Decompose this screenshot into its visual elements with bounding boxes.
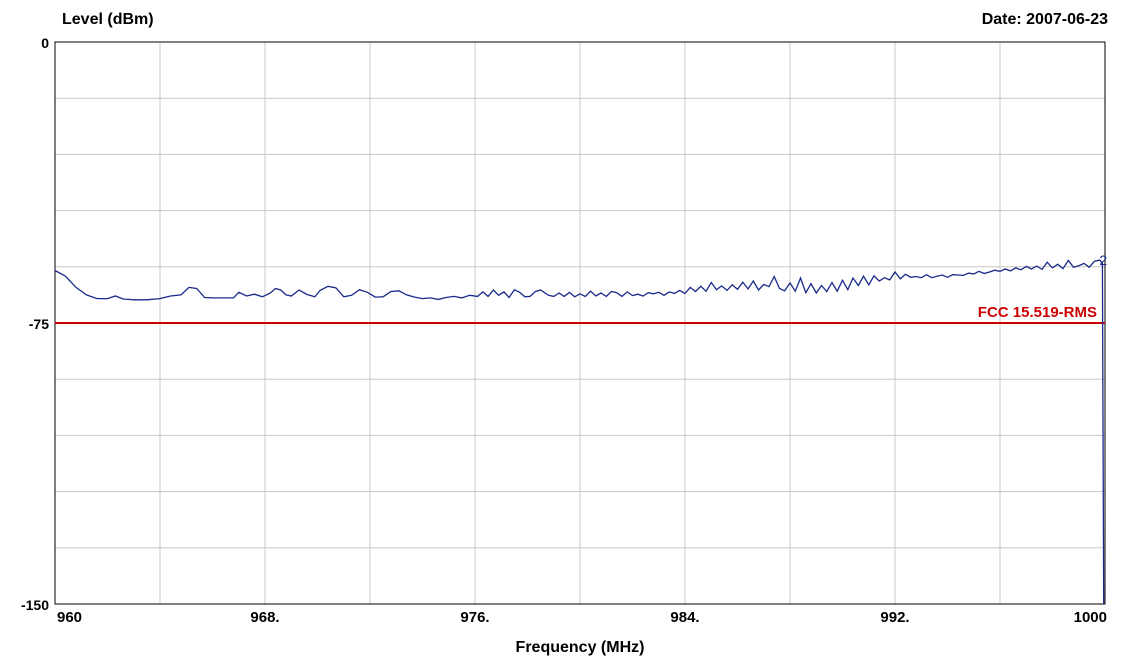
limit-line-group: FCC 15.519-RMS bbox=[55, 304, 1105, 324]
y-tick-label: -150 bbox=[21, 597, 49, 613]
limit-line-label: FCC 15.519-RMS bbox=[978, 304, 1097, 321]
x-tick-label: 992. bbox=[880, 609, 909, 626]
x-tick-label: 960 bbox=[57, 609, 82, 626]
y-axis-label: Level (dBm) bbox=[62, 11, 154, 28]
x-tick-label: 984. bbox=[670, 609, 699, 626]
x-tick-label: 976. bbox=[460, 609, 489, 626]
x-tick-label: 1000 bbox=[1074, 609, 1107, 626]
date-label: Date: 2007-06-23 bbox=[982, 11, 1108, 28]
series-group bbox=[54, 259, 1105, 605]
marker-group: 2 bbox=[1099, 252, 1107, 268]
series-line bbox=[54, 259, 1105, 605]
y-tick-label: 0 bbox=[41, 35, 49, 51]
x-tick-label: 968. bbox=[250, 609, 279, 626]
y-tick-label: -75 bbox=[29, 316, 49, 332]
x-ticks: 960 968. 976. 984. 992. 1000 bbox=[57, 609, 1107, 626]
x-axis-label: Frequency (MHz) bbox=[516, 639, 645, 656]
marker-label: 2 bbox=[1099, 252, 1107, 268]
y-ticks: 0 -75 -150 bbox=[21, 35, 49, 613]
